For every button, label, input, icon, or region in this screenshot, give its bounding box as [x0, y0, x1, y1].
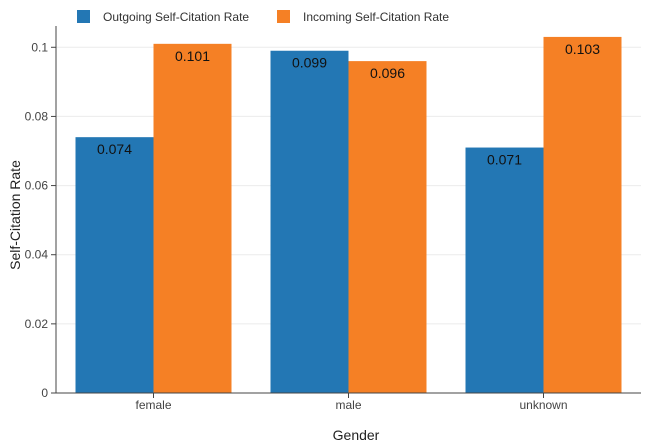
data-label: 0.096 — [370, 65, 405, 81]
legend-swatch — [77, 10, 90, 23]
x-tick-label: male — [335, 398, 361, 412]
bar-outgoing-female — [75, 137, 154, 393]
y-tick-label: 0.08 — [25, 109, 49, 123]
bars — [75, 36, 622, 394]
y-tick-label: 0.04 — [25, 248, 49, 262]
data-label: 0.101 — [175, 48, 210, 64]
x-axis-title: Gender — [333, 427, 380, 443]
data-label: 0.103 — [565, 41, 600, 57]
data-labels: 0.074 0.101 0.099 0.096 0.071 0.103 — [97, 41, 600, 168]
data-label: 0.099 — [292, 55, 327, 71]
legend-item-incoming: Incoming Self-Citation Rate — [277, 10, 449, 24]
data-label: 0.071 — [487, 152, 522, 168]
legend-swatch — [277, 10, 290, 23]
bar-outgoing-male — [270, 50, 349, 393]
x-tick-label: female — [135, 398, 171, 412]
bar-incoming-female — [153, 43, 232, 393]
bar-outgoing-unknown — [465, 147, 544, 393]
y-tick-label: 0.02 — [25, 317, 49, 331]
x-tick-label: unknown — [519, 398, 567, 412]
legend-item-outgoing: Outgoing Self-Citation Rate — [77, 10, 249, 24]
legend: Outgoing Self-Citation Rate Incoming Self… — [77, 10, 449, 24]
y-axis-title: Self-Citation Rate — [7, 160, 23, 270]
axes: 0 0.02 0.04 0.06 0.08 0.1 female male unknown — [25, 26, 641, 412]
bar-incoming-male — [348, 61, 427, 393]
y-tick-label: 0 — [41, 386, 48, 400]
y-tick-label: 0.1 — [31, 40, 48, 54]
data-label: 0.074 — [97, 141, 132, 157]
y-tick-label: 0.06 — [25, 179, 49, 193]
bar-incoming-unknown — [543, 36, 622, 394]
legend-label: Incoming Self-Citation Rate — [303, 10, 449, 24]
legend-label: Outgoing Self-Citation Rate — [103, 10, 249, 24]
